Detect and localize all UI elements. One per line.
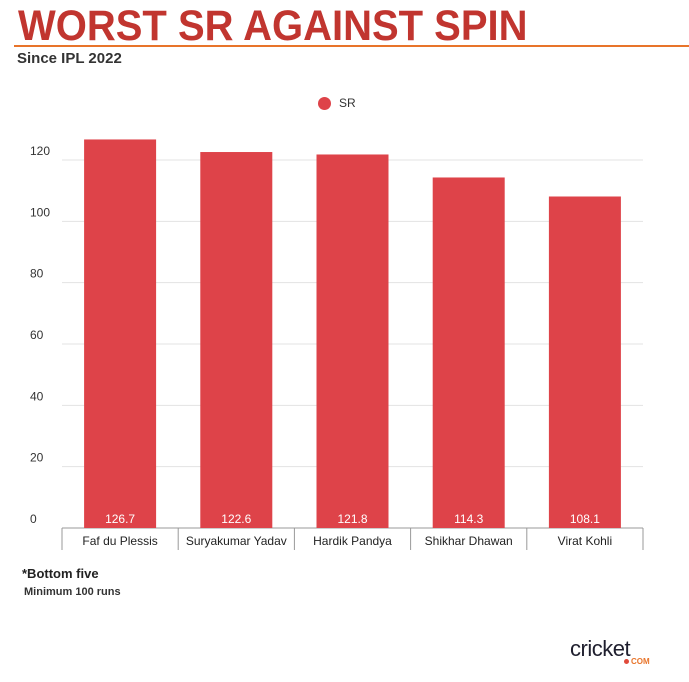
y-tick-label: 60 xyxy=(30,328,44,342)
x-tick-label: Faf du Plessis xyxy=(82,534,157,548)
y-tick-label: 100 xyxy=(30,205,50,219)
bar xyxy=(316,154,389,529)
bar xyxy=(200,152,273,528)
bar xyxy=(432,177,505,529)
title-divider xyxy=(14,45,689,47)
bar-value-label: 114.3 xyxy=(454,512,483,526)
logo-sub: COM xyxy=(624,657,650,666)
bar xyxy=(84,139,157,528)
y-tick-label: 40 xyxy=(30,389,44,403)
criteria-note: Minimum 100 runs xyxy=(24,586,121,598)
bar-value-label: 126.7 xyxy=(105,512,135,526)
x-tick-label: Virat Kohli xyxy=(558,534,612,548)
footnote: *Bottom five xyxy=(22,566,99,581)
y-tick-label: 120 xyxy=(30,144,50,158)
legend: SR xyxy=(318,96,356,110)
y-tick-label: 20 xyxy=(30,451,44,465)
x-tick-label: Shikhar Dhawan xyxy=(425,534,513,548)
bar xyxy=(548,196,621,528)
y-tick-label: 0 xyxy=(30,512,37,526)
bar-value-label: 108.1 xyxy=(570,512,600,526)
chart-subtitle: Since IPL 2022 xyxy=(17,50,122,67)
legend-label: SR xyxy=(339,96,356,110)
x-tick-label: Suryakumar Yadav xyxy=(186,534,287,548)
chart-title: WORST SR AGAINST SPIN xyxy=(18,2,528,50)
legend-marker-icon xyxy=(318,96,331,110)
y-tick-label: 80 xyxy=(30,267,44,281)
bar-value-label: 122.6 xyxy=(221,512,251,526)
bar-value-label: 121.8 xyxy=(337,512,367,526)
x-tick-label: Hardik Pandya xyxy=(313,534,392,548)
cricket-com-logo: cricket xyxy=(570,636,631,661)
